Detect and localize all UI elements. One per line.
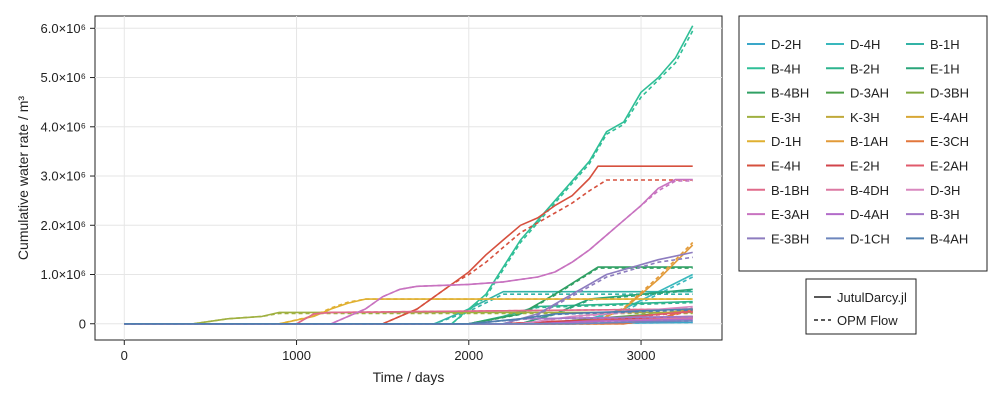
plot-area — [94, 15, 723, 341]
well-legend-box — [738, 15, 988, 272]
legend-label-e-1h: E-1H — [930, 61, 960, 76]
y-axis-ticks: 0 1.0×10⁶ 2.0×10⁶ 3.0×10⁶ 4.0×10⁶ 5.0×10⁶ 6.0×… — [41, 21, 95, 331]
legend-label-b-1ah: B-1AH — [850, 134, 888, 149]
legend-label-e-3ch: E-3CH — [930, 134, 969, 149]
legend-label-b-4ah: B-4AH — [930, 231, 968, 246]
style-legend-box — [805, 278, 917, 335]
legend-label-d-1ch: D-1CH — [850, 231, 890, 246]
legend-label-d-4h: D-4H — [850, 37, 880, 52]
well-legend: D-2H D-4H B-1H B-4H B-2H E-1H B-4BH D-3AH D-3BH E… — [747, 37, 969, 246]
legend-label-e-3ah: E-3AH — [771, 207, 809, 222]
legend-label-b-3h: B-3H — [930, 207, 960, 222]
e-3bh-series-jutul-line — [124, 251, 693, 325]
legend-label-e-3bh: E-3BH — [771, 231, 809, 246]
y-tick-label: 1.0×10⁶ — [41, 267, 86, 282]
legend-label-e-4h: E-4H — [771, 159, 801, 174]
b-4ah-series-opm-line — [124, 309, 693, 325]
y-tick-label: 2.0×10⁶ — [41, 218, 86, 233]
y-tick-label: 3.0×10⁶ — [41, 169, 86, 184]
style-legend-label: OPM Flow — [837, 313, 898, 328]
legend-label-d-2h: D-2H — [771, 37, 801, 52]
legend-label-b-4bh: B-4BH — [771, 86, 809, 101]
d-1ch-series-opm-line — [124, 320, 693, 325]
style-legend: JutulDarcy.jl OPM Flow — [814, 290, 907, 328]
y-tick-label: 5.0×10⁶ — [41, 70, 86, 85]
legend-label-d-3ah: D-3AH — [850, 86, 889, 101]
b-4h-series-opm-line — [124, 30, 694, 325]
x-axis-ticks: 0 1000 2000 3000 — [121, 340, 656, 363]
x-axis-label: Time / days — [373, 369, 445, 385]
legend-label-b-2h: B-2H — [850, 61, 880, 76]
legend-label-k-3h: K-3H — [850, 110, 880, 125]
legend-label-d-1h: D-1H — [771, 134, 801, 149]
legend-label-e-2ah: E-2AH — [930, 159, 968, 174]
x-tick-label: 1000 — [282, 348, 311, 363]
legend-label-d-3h: D-3H — [930, 183, 960, 198]
legend-label-b-1h: B-1H — [930, 37, 960, 52]
style-legend-label: JutulDarcy.jl — [837, 290, 907, 305]
series-layer — [124, 25, 694, 325]
legend-label-b-1bh: B-1BH — [771, 183, 809, 198]
legend-label-d-4ah: D-4AH — [850, 207, 889, 222]
e-4h-series-opm-line — [124, 179, 693, 325]
x-tick-label: 3000 — [627, 348, 656, 363]
x-tick-label: 0 — [121, 348, 128, 363]
legend-label-e-3h: E-3H — [771, 110, 801, 125]
y-tick-label: 0 — [79, 316, 86, 331]
e-3ah-series-opm-line — [124, 180, 693, 325]
x-tick-label: 2000 — [454, 348, 483, 363]
y-tick-label: 6.0×10⁶ — [41, 21, 86, 36]
legend-label-e-2h: E-2H — [850, 159, 880, 174]
y-tick-label: 4.0×10⁶ — [41, 119, 86, 134]
legend-label-d-3bh: D-3BH — [930, 86, 969, 101]
legend-label-e-4ah: E-4AH — [930, 110, 968, 125]
legend-label-b-4dh: B-4DH — [850, 183, 889, 198]
y-axis-label: Cumulative water rate / m³ — [15, 96, 31, 260]
legend-label-b-4h: B-4H — [771, 61, 801, 76]
